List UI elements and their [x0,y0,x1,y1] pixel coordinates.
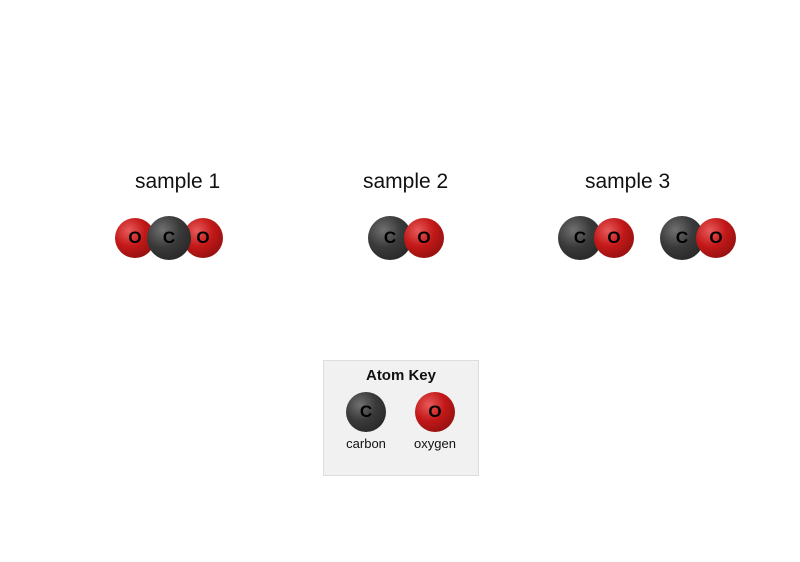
molecule: CO [368,216,444,260]
atom-symbol: O [417,228,430,248]
atom-key-title: Atom Key [324,367,478,384]
sample-2-label: sample 2 [363,170,448,194]
atom-key-item-label: carbon [346,436,386,451]
atom-symbol: C [163,228,175,248]
atom-symbol: C [384,228,396,248]
sample-2-molecules: CO [368,216,444,260]
oxygen-atom: O [594,218,634,258]
atom-key-item: Ccarbon [346,392,386,451]
sample-3-label: sample 3 [585,170,670,194]
sample-1-molecules: OCO [115,216,223,260]
atom-symbol: O [196,228,209,248]
molecule: OCO [115,216,223,260]
atom-symbol: C [360,402,372,422]
atom-key-item-label: oxygen [414,436,456,451]
oxygen-atom: O [404,218,444,258]
sample-3-molecules: COCO [558,216,736,260]
atom-key: Atom Key Ccarbon Ooxygen [323,360,479,476]
atom-symbol: O [428,402,441,422]
atom-symbol: O [128,228,141,248]
carbon-atom: C [346,392,386,432]
sample-1-label: sample 1 [135,170,220,194]
atom-key-row: Ccarbon Ooxygen [324,392,478,451]
atom-symbol: C [676,228,688,248]
oxygen-atom: O [415,392,455,432]
diagram-canvas: sample 1 sample 2 sample 3 OCO CO COCO A… [0,0,800,562]
atom-symbol: O [709,228,722,248]
molecule: CO [660,216,736,260]
oxygen-atom: O [696,218,736,258]
molecule: CO [558,216,634,260]
atom-key-item: Ooxygen [414,392,456,451]
atom-symbol: O [607,228,620,248]
atom-symbol: C [574,228,586,248]
carbon-atom: C [147,216,191,260]
